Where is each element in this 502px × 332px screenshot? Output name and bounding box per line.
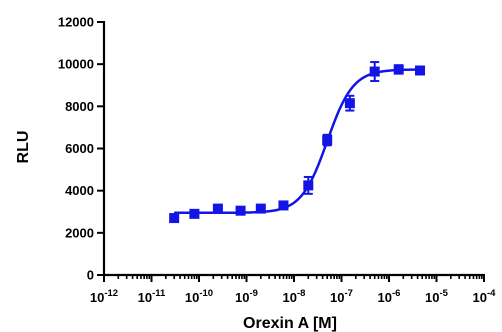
x-tick-label: 10-10	[185, 288, 213, 305]
data-point	[235, 205, 246, 216]
x-axis: 10-12 10-11 10-10 10-9 10-8 10-7 10-6 10-5 10-4	[90, 273, 497, 305]
x-tick-label: 10-7	[330, 288, 353, 305]
data-marker	[169, 213, 180, 224]
data-marker	[344, 98, 355, 109]
data-points-layer	[169, 61, 426, 224]
data-point	[415, 65, 426, 76]
y-tick-label: 2000	[65, 225, 94, 240]
y-tick-label: 4000	[65, 183, 94, 198]
y-tick-label: 0	[87, 268, 94, 283]
data-point	[278, 200, 289, 211]
x-tick-label: 10-6	[378, 288, 401, 305]
x-tick-label: 10-11	[138, 288, 166, 305]
fit-curve-layer	[174, 68, 421, 215]
data-marker	[212, 203, 223, 214]
data-marker	[393, 64, 404, 75]
data-marker	[369, 66, 380, 77]
x-tick-label: 10-5	[425, 288, 449, 305]
data-marker	[278, 200, 289, 211]
data-point	[322, 133, 333, 147]
data-point	[344, 94, 355, 112]
data-point	[212, 203, 223, 214]
data-point	[303, 175, 314, 195]
x-tick-label: 10-8	[283, 288, 306, 305]
data-point	[369, 61, 380, 83]
x-tick-label: 10-4	[473, 288, 497, 305]
fit-curve	[174, 68, 421, 215]
data-marker	[255, 203, 266, 214]
y-tick-label: 6000	[65, 141, 94, 156]
y-axis: 0 2000 4000 6000 8000 10000 12000	[58, 15, 106, 283]
data-point	[189, 208, 200, 219]
x-tick-label: 10-9	[235, 288, 258, 305]
data-marker	[322, 135, 333, 146]
data-point	[169, 213, 180, 224]
data-marker	[415, 65, 426, 76]
y-tick-label: 8000	[65, 99, 94, 114]
y-tick-label: 10000	[58, 57, 94, 72]
data-point	[255, 203, 266, 214]
x-axis-title: Orexin A [M]	[243, 315, 337, 332]
data-marker	[303, 180, 314, 191]
data-point	[393, 64, 404, 75]
data-marker	[189, 208, 200, 219]
data-marker	[235, 205, 246, 216]
y-axis-title: RLU	[15, 131, 32, 164]
y-tick-label: 12000	[58, 15, 94, 30]
x-tick-label: 10-12	[90, 288, 118, 305]
